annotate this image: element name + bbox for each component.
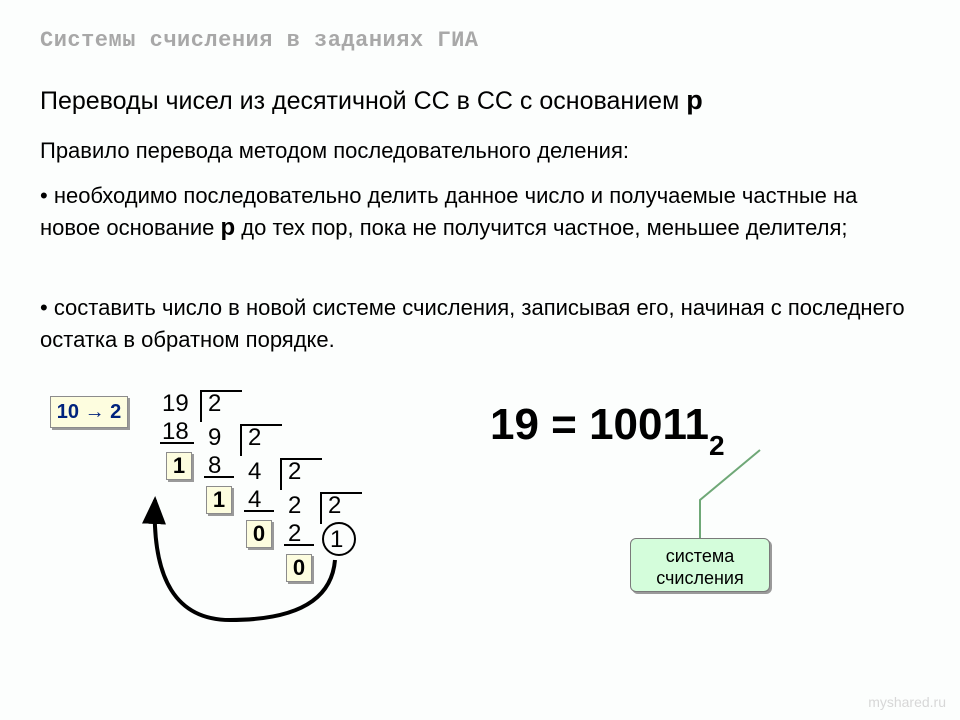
result-main: 19 = 10011 [490, 400, 709, 449]
title-variable-p: p [686, 85, 703, 115]
conversion-badge: 10 → 2 [50, 396, 128, 428]
bullet-1: • необходимо последовательно делить данн… [40, 180, 920, 244]
step2-corner [240, 424, 282, 456]
division-ladder: 19 2 18 1 9 2 8 1 4 2 4 0 2 2 2 0 1 [160, 390, 420, 670]
page-header: Системы счисления в заданиях ГИА [40, 28, 478, 53]
step3-remainder: 0 [246, 520, 272, 548]
watermark: myshared.ru [868, 694, 946, 710]
step3-underline [244, 510, 274, 512]
step1-dividend: 19 [162, 390, 189, 418]
bullet-1-variable-p: p [221, 214, 236, 241]
step2-dividend: 9 [208, 424, 221, 452]
badge-to: 2 [110, 401, 121, 423]
final-quotient-circle [322, 522, 356, 556]
step4-dividend: 2 [288, 492, 301, 520]
badge-from: 10 [57, 401, 79, 423]
page-title: Переводы чисел из десятичной СС в СС с о… [40, 85, 703, 116]
step4-underline [284, 544, 314, 546]
step3-dividend: 4 [248, 458, 261, 486]
rule-intro: Правило перевода методом последовательно… [40, 135, 920, 167]
result-base: 2 [709, 430, 725, 461]
step1-underline [160, 442, 194, 444]
callout-line2: счисления [631, 567, 769, 589]
badge-arrow: → [85, 401, 105, 423]
title-text: Переводы чисел из десятичной СС в СС с о… [40, 87, 686, 115]
conversion-result: 19 = 100112 [490, 400, 725, 456]
step1-remainder: 1 [166, 452, 192, 480]
step2-underline [204, 476, 234, 478]
step4-remainder: 0 [286, 554, 312, 582]
bullet-1-b: до тех пор, пока не получится частное, м… [235, 215, 847, 240]
callout-line1: система [631, 545, 769, 567]
callout-box: система счисления [630, 538, 770, 592]
step1-corner [200, 390, 242, 422]
step3-corner [280, 458, 322, 490]
step4-corner [320, 492, 362, 524]
step2-remainder: 1 [206, 486, 232, 514]
bullet-2: • составить число в новой системе счисле… [40, 292, 920, 356]
callout-pointer [700, 450, 760, 538]
